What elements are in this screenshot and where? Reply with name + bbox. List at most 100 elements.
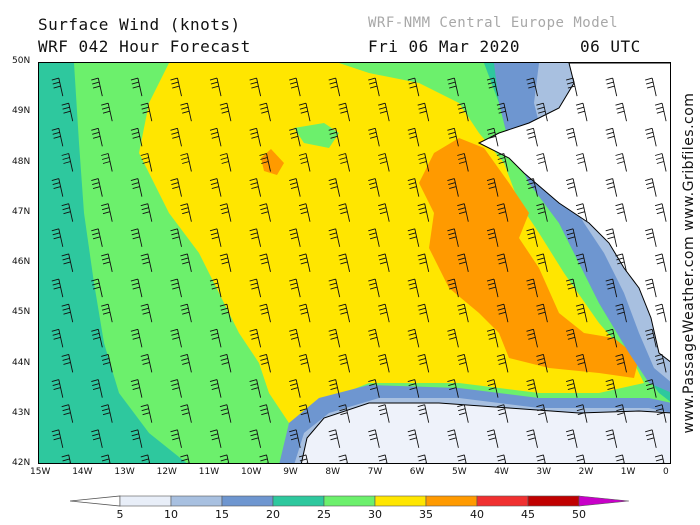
wind-barb xyxy=(170,127,182,147)
wind-field-svg xyxy=(39,63,670,463)
wind-barb xyxy=(457,404,469,423)
wind-barb xyxy=(91,127,103,147)
wind-barb xyxy=(219,404,232,423)
wind-barb xyxy=(209,178,222,197)
wind-barb xyxy=(328,379,341,398)
wind-barb xyxy=(645,429,657,448)
wind-barb xyxy=(298,353,311,373)
wind-barb xyxy=(615,404,627,423)
wind-barb xyxy=(259,303,271,323)
wind-barb xyxy=(417,102,430,122)
colorbar-label: 50 xyxy=(572,508,586,521)
wind-barb xyxy=(180,303,192,323)
wind-barb xyxy=(536,153,548,172)
wind-barb xyxy=(289,178,301,197)
wind-barb xyxy=(170,379,182,398)
wind-barb xyxy=(368,328,380,348)
wind-barb xyxy=(486,429,499,448)
wind-barb xyxy=(526,178,538,197)
colorbar-label: 45 xyxy=(521,508,535,521)
wind-barb xyxy=(378,404,390,423)
colorbar-segment xyxy=(527,495,580,507)
wind-barb xyxy=(61,203,74,222)
wind-barb xyxy=(328,178,341,197)
wind-barb xyxy=(180,404,192,423)
wind-barb xyxy=(140,353,153,373)
wind-barb xyxy=(575,303,588,323)
wind-barb xyxy=(209,228,222,247)
lat-label: 50N xyxy=(12,56,31,66)
wind-barb xyxy=(615,454,625,463)
wind-barb xyxy=(328,127,341,147)
colorbar-high-triangle xyxy=(578,495,630,507)
wind-barb xyxy=(51,178,64,197)
wind-barb xyxy=(378,303,390,323)
wind-barb xyxy=(654,203,667,222)
wind-barb xyxy=(605,178,618,197)
wind-band-35-40 xyxy=(419,138,639,378)
wind-barb xyxy=(565,278,578,298)
wind-barb xyxy=(91,278,103,298)
wind-barb xyxy=(447,379,459,398)
wind-barb xyxy=(417,203,430,222)
wind-barb xyxy=(130,379,143,398)
wind-barb xyxy=(170,328,182,348)
wind-barb xyxy=(645,278,657,298)
wind-barb xyxy=(378,102,390,122)
wind-barb xyxy=(51,328,64,348)
wind-barb xyxy=(654,404,667,423)
wind-barb xyxy=(180,153,192,172)
colorbar-label: 25 xyxy=(317,508,331,521)
wind-barb xyxy=(338,253,351,272)
lon-label: 6W xyxy=(409,467,425,477)
wind-barb xyxy=(575,153,588,172)
wind-barb xyxy=(565,228,578,247)
wind-barb xyxy=(645,127,657,147)
colorbar-segment xyxy=(476,495,529,507)
wind-barb xyxy=(526,228,538,247)
wind-barb xyxy=(565,379,578,398)
wind-barb xyxy=(575,353,588,373)
wind-barb xyxy=(417,153,430,172)
wind-barb xyxy=(407,228,420,247)
wind-barb xyxy=(645,178,657,197)
lon-label: 9W xyxy=(283,467,298,477)
wind-barb xyxy=(101,102,113,122)
wind-barb xyxy=(457,253,469,272)
wind-barb xyxy=(209,328,222,348)
wind-barb xyxy=(565,429,578,448)
lon-label: 13W xyxy=(114,467,135,477)
wind-barb xyxy=(328,278,341,298)
wind-barb xyxy=(486,77,499,97)
wind-barb xyxy=(378,454,388,463)
wind-barb xyxy=(457,353,469,373)
wind-barb xyxy=(219,253,232,272)
lon-label: 2W xyxy=(578,467,594,477)
wind-barb xyxy=(101,153,113,172)
wind-barb xyxy=(378,253,390,272)
colorbar-segment xyxy=(119,495,172,507)
lon-label: 12W xyxy=(156,467,177,477)
wind-barb xyxy=(298,404,311,423)
lat-label: 47N xyxy=(12,206,31,217)
wind-barb xyxy=(289,328,301,348)
wind-barb xyxy=(417,303,430,323)
wind-barb xyxy=(496,404,509,423)
wind-barb xyxy=(101,253,113,272)
wind-barb xyxy=(368,178,380,197)
wind-barb xyxy=(368,379,380,398)
land-spain xyxy=(300,402,670,463)
wind-barb xyxy=(605,328,618,348)
lon-label: 10W xyxy=(241,467,262,477)
wind-barb xyxy=(180,454,190,463)
wind-barb xyxy=(51,228,64,247)
wind-barb xyxy=(249,379,262,398)
wind-barb xyxy=(417,404,430,423)
wind-barb xyxy=(536,353,548,373)
lat-label: 45N xyxy=(12,307,31,318)
wind-barb xyxy=(605,379,618,398)
wind-barb xyxy=(615,153,627,172)
wind-barb xyxy=(496,353,509,373)
wind-barb xyxy=(368,278,380,298)
wind-barb xyxy=(298,102,311,122)
